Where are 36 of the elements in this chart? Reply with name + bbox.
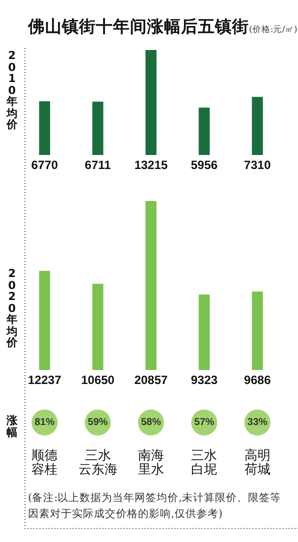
data-label: 81% xyxy=(34,417,55,428)
data-label: 9686 xyxy=(244,373,272,387)
bar xyxy=(92,102,104,155)
data-label: 59% xyxy=(88,417,108,428)
data-label: 57% xyxy=(194,417,214,428)
data-label: 6770 xyxy=(31,158,58,172)
y-axis-title: 2010年均价 xyxy=(4,49,20,131)
y-axis-title: 2020年均价 xyxy=(4,267,20,349)
text: 涨幅 xyxy=(4,414,20,438)
data-label: 7310 xyxy=(244,158,272,172)
chart-subtitle: (价格:元/㎡) xyxy=(249,25,298,35)
bar xyxy=(146,50,156,155)
bar xyxy=(146,201,156,370)
data-label: 58% xyxy=(140,417,162,428)
bar xyxy=(198,294,210,370)
text: (备注:以上数据为当年网签均价,未计算限价、限签等因素对于实际成交价格的影响,仅供参考) xyxy=(28,491,282,522)
bar xyxy=(252,292,263,370)
data-label: 33% xyxy=(247,417,268,428)
category-label: 南海里水 xyxy=(138,448,164,476)
chart-title: 佛山镇街十年间涨幅后五镇街 xyxy=(28,17,249,36)
data-label: 13215 xyxy=(134,158,168,172)
category-label: 高明荷城 xyxy=(244,448,270,476)
data-label: 10650 xyxy=(81,373,115,387)
bar xyxy=(252,96,263,155)
category-label: 三水白坭 xyxy=(191,448,218,476)
bar xyxy=(39,270,50,370)
data-label: 9323 xyxy=(190,373,218,387)
data-label: 12237 xyxy=(28,373,62,387)
bar xyxy=(39,101,50,155)
bar xyxy=(92,284,104,370)
bar xyxy=(198,108,210,155)
category-label: 三水云东海 xyxy=(78,448,118,476)
data-label: 6711 xyxy=(84,158,112,172)
category-label: 顺德容桂 xyxy=(32,448,58,476)
data-label: 5956 xyxy=(190,158,218,172)
data-label: 20857 xyxy=(134,373,168,387)
